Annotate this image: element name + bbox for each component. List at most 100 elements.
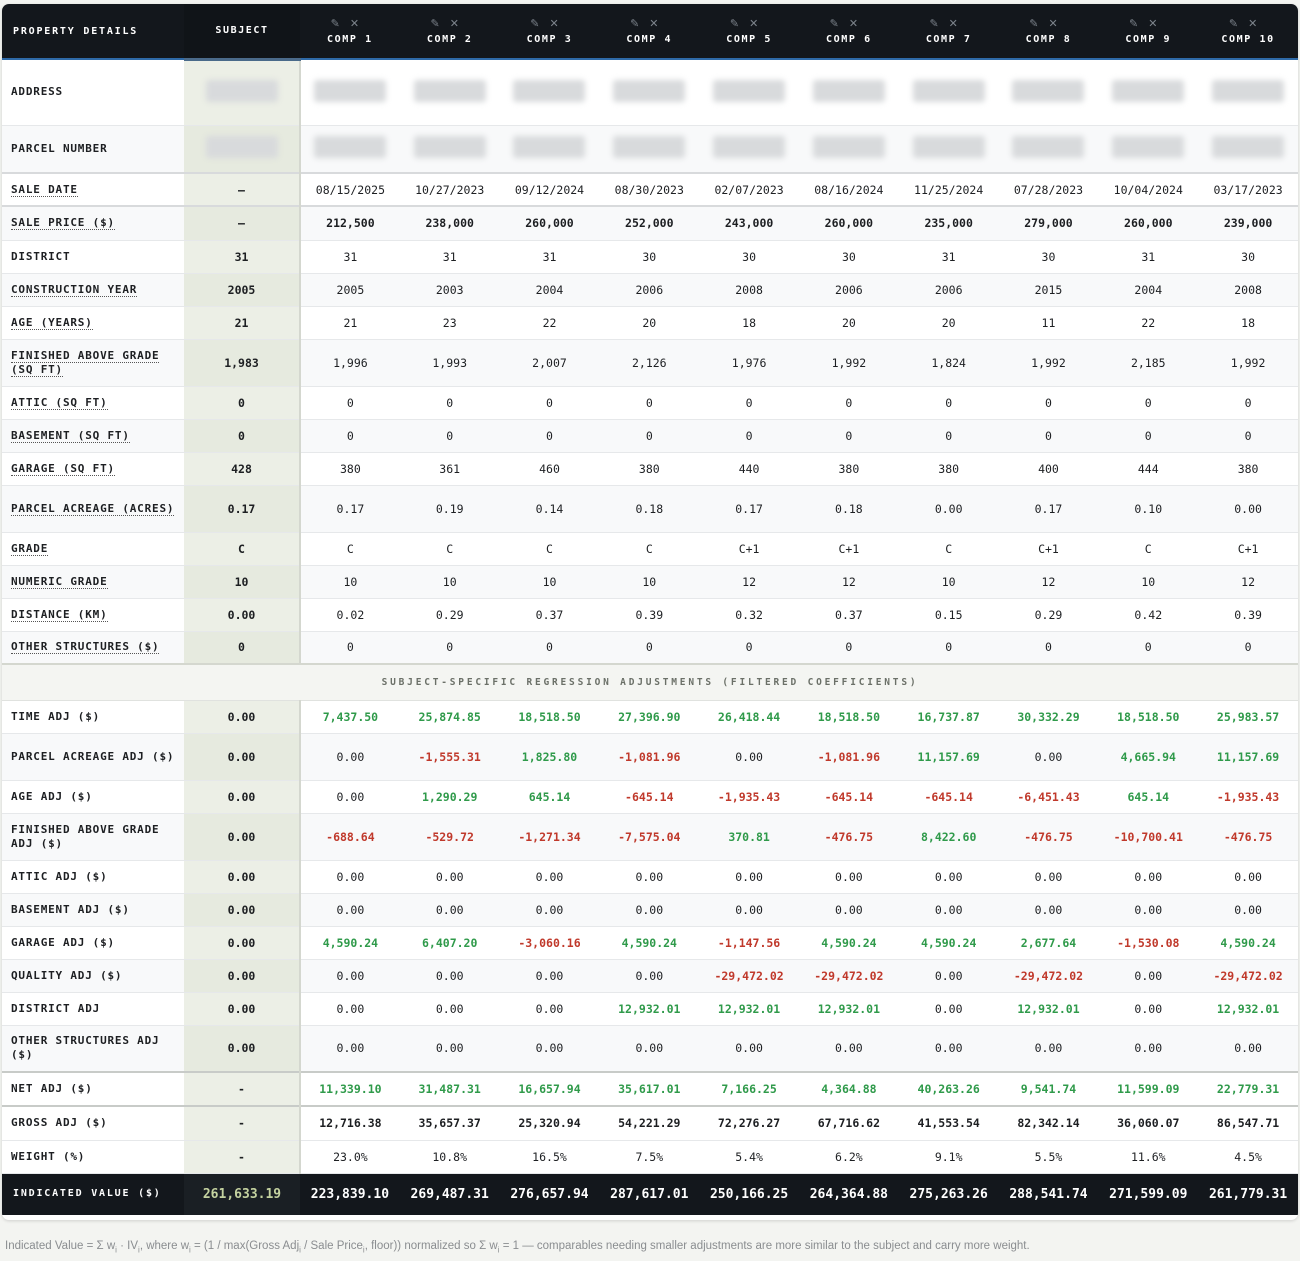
- comp-header-label: COMP 2: [426, 34, 473, 45]
- edit-icon[interactable]: ✎: [929, 17, 949, 30]
- comp-cell: 4,590.24: [300, 926, 400, 960]
- edit-icon[interactable]: ✎: [330, 17, 350, 30]
- edit-icon[interactable]: ✎: [1029, 17, 1049, 30]
- edit-icon[interactable]: ✎: [430, 17, 450, 30]
- comp-cell: 400: [998, 452, 1099, 486]
- edit-icon[interactable]: ✎: [1129, 17, 1149, 30]
- comp-header-label: COMP 1: [327, 34, 373, 45]
- remove-icon[interactable]: ✕: [848, 17, 869, 30]
- remove-icon[interactable]: ✕: [1248, 17, 1268, 30]
- subject-cell: -: [184, 1140, 301, 1174]
- row-label-text[interactable]: FINISHED ABOVE GRADE (SQ FT): [11, 348, 160, 377]
- row-label-text[interactable]: ATTIC (SQ FT): [11, 395, 108, 410]
- comp-cell: 1,992: [998, 339, 1099, 387]
- comp-header-7: ✎✕ COMP 7: [898, 4, 999, 59]
- redacted-value: [1112, 79, 1185, 102]
- comp-cell: 11/25/2024: [898, 172, 999, 207]
- remove-icon[interactable]: ✕: [948, 17, 968, 30]
- redacted-value: [812, 79, 885, 102]
- edit-icon[interactable]: ✎: [630, 17, 650, 30]
- comp-actions: ✎✕: [1098, 17, 1198, 30]
- remove-icon[interactable]: ✕: [1148, 17, 1168, 30]
- row-label-text: ADDRESS: [11, 85, 63, 99]
- comp-cell: 460: [499, 452, 600, 486]
- comp-cell: 12: [699, 565, 799, 599]
- comp-cell: 260,000: [499, 205, 600, 241]
- remove-icon[interactable]: ✕: [749, 17, 769, 30]
- row-label-text[interactable]: SALE PRICE ($): [11, 216, 115, 231]
- comp-cell: 0: [499, 419, 600, 453]
- comp-cell: 0.37: [798, 598, 899, 632]
- comp-cell: 31,487.31: [399, 1071, 500, 1107]
- comp-cell: 0.00: [998, 1025, 1099, 1073]
- comp-cell: [399, 59, 500, 126]
- comp-cell: [1098, 59, 1199, 126]
- edit-icon[interactable]: ✎: [530, 17, 550, 30]
- redacted-value: [812, 136, 885, 159]
- row-label-text: AGE ADJ ($): [11, 789, 93, 803]
- comp-cell: 11,157.69: [898, 733, 999, 781]
- row-label-text[interactable]: NUMERIC GRADE: [11, 574, 108, 589]
- remove-icon[interactable]: ✕: [449, 17, 469, 30]
- comp-cell: 2,185: [1098, 339, 1199, 387]
- comp-cell: 0.29: [399, 598, 500, 632]
- subject-cell: 0: [184, 419, 301, 453]
- comp-cell: 23: [399, 306, 500, 340]
- redacted-value: [613, 136, 686, 159]
- comp-cell: -1,081.96: [599, 733, 700, 781]
- comp-cell: 11,599.09: [1098, 1071, 1199, 1107]
- comp-cell: -6,451.43: [998, 780, 1099, 814]
- row-label-text[interactable]: AGE (YEARS): [11, 315, 93, 330]
- row-label-text[interactable]: CONSTRUCTION YEAR: [11, 282, 138, 297]
- comp-cell: 4,590.24: [798, 926, 899, 960]
- row-adjustments-other: OTHER STRUCTURES ADJ ($) 0.00 0.00 0.00 0.00…: [2, 1025, 1298, 1073]
- comp-cell: 0.00: [499, 992, 600, 1026]
- comp-cell: -1,081.96: [798, 733, 899, 781]
- subject-cell: [184, 59, 301, 126]
- comp-cell: 12,932.01: [599, 992, 700, 1026]
- remove-icon[interactable]: ✕: [549, 17, 569, 30]
- row-label-text: BASEMENT ADJ ($): [11, 902, 130, 916]
- redacted-value: [314, 136, 387, 159]
- indicated-comp-value: 250,166.25: [699, 1173, 799, 1215]
- edit-icon[interactable]: ✎: [1228, 17, 1249, 30]
- row-label-text[interactable]: SALE DATE: [11, 182, 78, 197]
- comp-cell: 361: [399, 452, 500, 486]
- comp-cell: C: [599, 532, 700, 566]
- row-label-text[interactable]: OTHER STRUCTURES ($): [11, 640, 160, 655]
- comp-header-label: COMP 5: [726, 34, 772, 45]
- comp-cell: -688.64: [300, 813, 400, 861]
- row-label-text[interactable]: DISTANCE (KM): [11, 607, 108, 622]
- row-label-text: DISTRICT ADJ: [11, 1001, 101, 1015]
- row-label-text[interactable]: GARAGE (SQ FT): [11, 461, 115, 476]
- row-label-text[interactable]: PARCEL ACREAGE (ACRES): [11, 501, 175, 516]
- comp-cell: 82,342.14: [998, 1105, 1099, 1141]
- subject-cell: 1,983: [184, 339, 301, 387]
- comp-cell: 260,000: [1098, 205, 1199, 241]
- subject-cell: 0.00: [184, 893, 301, 927]
- edit-icon[interactable]: ✎: [829, 17, 849, 30]
- row-label-text[interactable]: GRADE: [11, 541, 49, 556]
- comp-cell: 0.00: [1098, 893, 1199, 927]
- section-title: SUBJECT-SPECIFIC REGRESSION ADJUSTMENTS …: [2, 663, 1298, 701]
- remove-icon[interactable]: ✕: [349, 17, 370, 30]
- row-label: QUALITY ADJ ($): [2, 959, 184, 993]
- comp-cell: 30: [699, 240, 799, 274]
- comp-cell: -29,472.02: [998, 959, 1099, 993]
- row-label: SALE PRICE ($): [2, 205, 184, 241]
- row-label-text[interactable]: BASEMENT (SQ FT): [11, 428, 130, 443]
- comp-cell: [998, 125, 1099, 174]
- edit-icon[interactable]: ✎: [729, 17, 750, 30]
- comp-cell: 0.32: [699, 598, 799, 632]
- comp-cell: 16,657.94: [499, 1071, 600, 1107]
- comp-cell: 0.00: [599, 860, 700, 894]
- comp-cell: [798, 125, 899, 174]
- row-label: TIME ADJ ($): [2, 700, 184, 734]
- row-rows-sale_date: SALE DATE —08/15/2025 10/27/2023 09/12/2024…: [2, 172, 1298, 207]
- remove-icon[interactable]: ✕: [649, 17, 669, 30]
- comp-cell: 12,932.01: [1198, 992, 1298, 1026]
- redacted-value: [314, 79, 387, 102]
- comp-cell: -7,575.04: [599, 813, 700, 861]
- remove-icon[interactable]: ✕: [1048, 17, 1068, 30]
- comp-cell: 16,737.87: [898, 700, 999, 734]
